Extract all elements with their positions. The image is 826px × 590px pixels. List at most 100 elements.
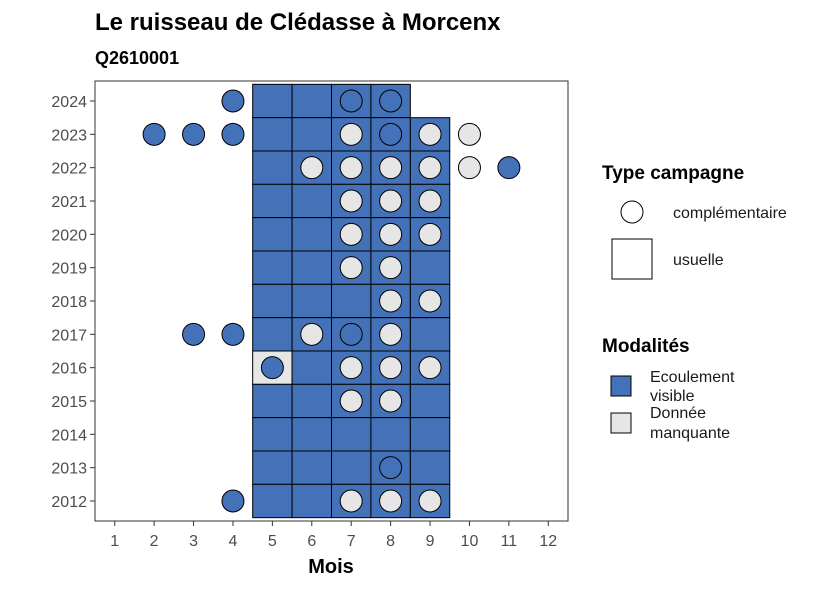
complementaire-point-2022-11: [497, 156, 521, 180]
usuelle-tile-2020-5: [252, 217, 293, 252]
legend-square-key: [611, 238, 653, 280]
complementaire-point-2016-7: [339, 356, 363, 380]
complementaire-point-2015-8: [379, 389, 403, 413]
complementaire-point-2022-6: [300, 156, 324, 180]
legend-manquante-key: [610, 412, 632, 434]
usuelle-tile-2018-5: [252, 283, 293, 319]
complementaire-point-2020-9: [418, 222, 442, 246]
y-axis: 2012 2013 2014 2015 2016 2017 2018 2019 2020 2021…: [51, 94, 95, 511]
complementaire-point-2012-4: [221, 489, 245, 513]
complementaire-point-2020-7: [339, 222, 363, 246]
complementaire-point-2023-3: [182, 122, 206, 146]
y-tick-label-2014: 2014: [51, 427, 87, 444]
complementaire-point-2023-8: [379, 122, 403, 146]
complementaire-point-2013-8: [379, 456, 403, 480]
x-tick-label-4: 4: [229, 533, 238, 550]
x-tick-label-2: 2: [150, 533, 159, 550]
complementaire-point-2024-4: [221, 89, 245, 113]
usuelle-tile-2019-6: [291, 250, 333, 285]
complementaire-point-2024-8: [379, 89, 403, 113]
complementaire-point-2018-8: [379, 289, 403, 313]
complementaire-point-2017-7: [339, 322, 363, 346]
complementaire-point-2012-8: [379, 489, 403, 513]
legend-modalites: Modalités Ecoulement visible Donnée manq…: [602, 336, 735, 442]
usuelle-tile-2012-6: [291, 483, 333, 519]
legend-usuelle-label: usuelle: [673, 252, 724, 269]
y-tick-label-2022: 2022: [51, 161, 87, 178]
y-tick-label-2013: 2013: [51, 461, 87, 478]
complementaire-point-2017-4: [221, 322, 245, 346]
usuelle-tile-2014-8: [370, 417, 411, 452]
usuelle-tile-2017-9: [409, 317, 451, 352]
y-tick-label-2017: 2017: [51, 327, 87, 344]
complementaire-point-2018-9: [418, 289, 442, 313]
x-tick-label-12: 12: [539, 533, 557, 550]
x-tick-label-5: 5: [268, 533, 277, 550]
complementaire-point-2021-9: [418, 189, 442, 213]
usuelle-tile-2014-5: [252, 417, 293, 452]
complementaire-point-2016-5: [260, 356, 284, 380]
complementaire-point-2019-8: [379, 256, 403, 280]
usuelle-tile-2019-5: [252, 250, 293, 285]
legend-ecoulement-label-2: visible: [650, 388, 695, 405]
usuelle-tile-2017-5: [252, 317, 293, 352]
x-tick-label-9: 9: [426, 533, 435, 550]
y-tick-label-2012: 2012: [51, 494, 87, 511]
legend-type-campagne: Type campagne complémentaire usuelle: [602, 163, 787, 280]
usuelle-tile-2021-6: [291, 183, 333, 219]
chart-title: Le ruisseau de Clédasse à Morcenx: [95, 9, 501, 36]
x-tick-label-3: 3: [189, 533, 198, 550]
usuelle-tile-2024-5: [252, 83, 293, 119]
usuelle-tile-2023-5: [252, 117, 293, 152]
usuelle-tile-2015-5: [252, 383, 293, 419]
x-tick-label-11: 11: [501, 533, 518, 550]
complementaire-point-2017-3: [182, 322, 206, 346]
complementaire-point-2019-7: [339, 256, 363, 280]
complementaire-point-2017-8: [379, 322, 403, 346]
usuelle-tile-2016-6: [291, 350, 333, 385]
x-tick-label-8: 8: [386, 533, 395, 550]
y-tick-label-2023: 2023: [51, 127, 87, 144]
usuelle-tile-2015-6: [291, 383, 333, 419]
legend-ecoulement-label-1: Ecoulement: [650, 369, 735, 386]
chart-subtitle: Q2610001: [95, 48, 179, 68]
y-tick-label-2015: 2015: [51, 394, 87, 411]
legend-manquante-label-2: manquante: [650, 425, 730, 442]
usuelle-tile-2018-6: [291, 283, 333, 319]
complementaire-point-2022-8: [379, 156, 403, 180]
legend-ecoulement-key: [610, 375, 632, 397]
complementaire-point-2023-9: [418, 122, 442, 146]
usuelle-tile-2013-7: [331, 450, 372, 485]
complementaire-point-2022-10: [457, 156, 481, 180]
usuelle-tile-2022-5: [252, 150, 293, 185]
complementaire-point-2023-4: [221, 122, 245, 146]
complementaire-point-2023-2: [142, 122, 166, 146]
usuelle-tile-2018-7: [331, 283, 372, 319]
usuelle-tile-2013-9: [409, 450, 451, 485]
complementaire-point-2023-7: [339, 122, 363, 146]
complementaire-point-2012-9: [418, 489, 442, 513]
y-tick-label-2016: 2016: [51, 361, 87, 378]
usuelle-tile-2013-5: [252, 450, 293, 485]
legend-complementaire-label: complémentaire: [673, 205, 787, 222]
legend-type-title: Type campagne: [602, 163, 744, 184]
usuelle-tile-2019-9: [409, 250, 451, 285]
complementaire-point-2024-7: [339, 89, 363, 113]
usuelle-tile-2014-9: [409, 417, 451, 452]
x-tick-label-6: 6: [307, 533, 316, 550]
x-tick-label-7: 7: [347, 533, 356, 550]
usuelle-tile-2012-5: [252, 483, 293, 519]
complementaire-points: [142, 89, 521, 513]
usuelle-tile-2014-6: [291, 417, 333, 452]
complementaire-point-2022-9: [418, 156, 442, 180]
usuelle-tile-2023-6: [291, 117, 333, 152]
complementaire-point-2016-8: [379, 356, 403, 380]
y-tick-label-2020: 2020: [51, 227, 87, 244]
y-tick-label-2021: 2021: [51, 194, 87, 211]
usuelle-tile-2021-5: [252, 183, 293, 219]
complementaire-point-2015-7: [339, 389, 363, 413]
complementaire-point-2021-7: [339, 189, 363, 213]
legend-modalites-title: Modalités: [602, 336, 690, 357]
y-tick-label-2018: 2018: [51, 294, 87, 311]
